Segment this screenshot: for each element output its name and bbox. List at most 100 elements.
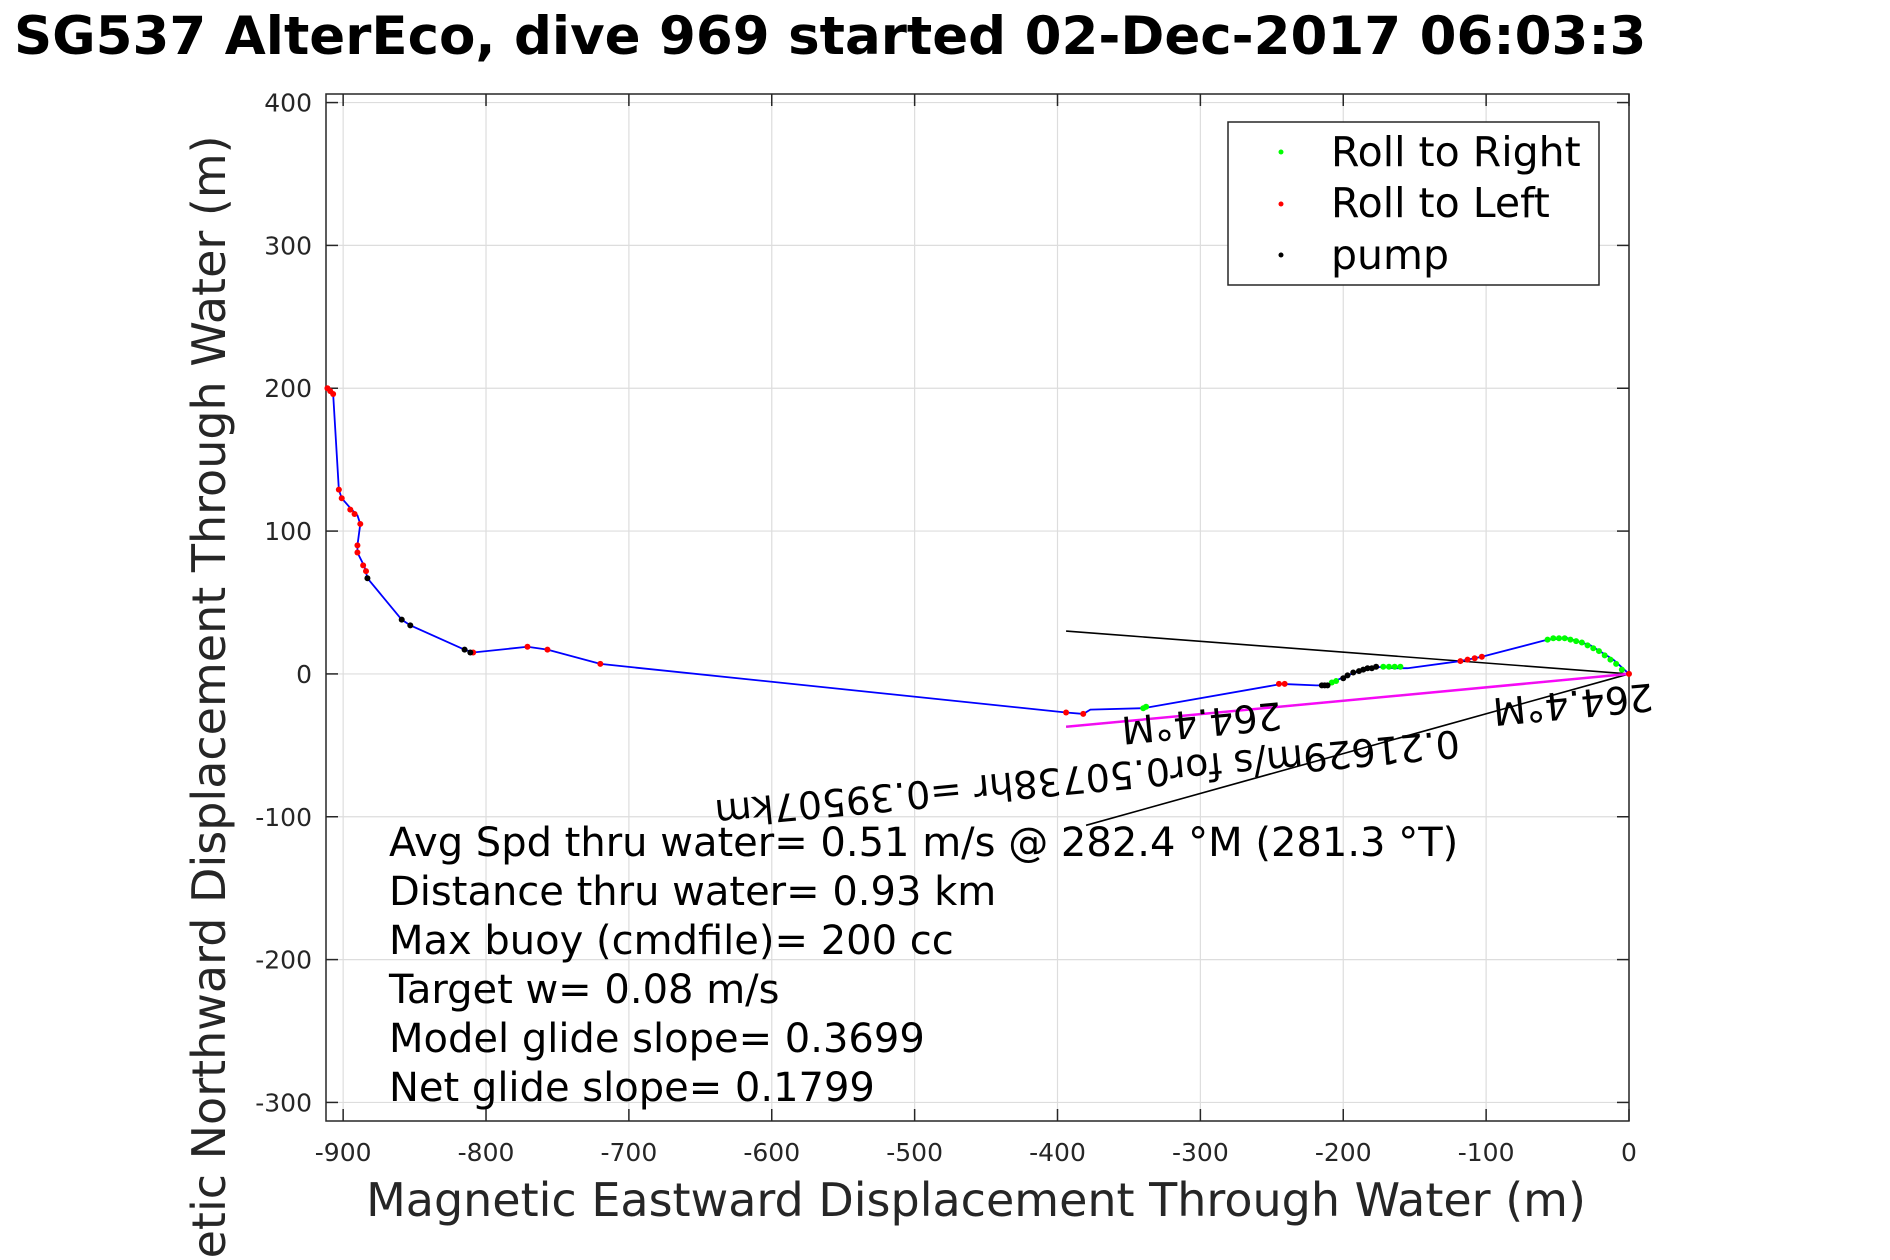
y-tick-label: 0 (296, 660, 312, 689)
roll-left-point (1063, 709, 1070, 716)
x-tick-label: 0 (1621, 1138, 1637, 1167)
roll-left-point (360, 562, 367, 569)
roll-right-point (1573, 638, 1580, 645)
roll-left-point (330, 390, 337, 397)
roll-right-point (1595, 648, 1602, 655)
chart-title: SG537 AlterEco, dive 969 started 02-Dec-… (14, 6, 1647, 67)
y-tick-label: 200 (264, 374, 312, 403)
roll-left-point (335, 486, 342, 493)
roll-left-point (347, 506, 354, 513)
roll-right-point (1584, 642, 1591, 649)
series-layer (324, 385, 1632, 827)
upper-heading-line (1066, 630, 1630, 675)
roll-right-point (1607, 656, 1614, 663)
annotation-line: Model glide slope= 0.3699 (389, 1016, 925, 1062)
roll-left-point (1471, 655, 1478, 662)
roll-left-point (351, 510, 358, 517)
pump-point (461, 646, 468, 653)
legend-label-roll-right: Roll to Right (1331, 128, 1581, 176)
y-tick-label: 300 (264, 231, 312, 260)
x-tick-label: -900 (315, 1138, 372, 1167)
lower-heading-line (1085, 673, 1630, 827)
trajectory-line (326, 387, 1630, 715)
pump-point (467, 649, 474, 656)
pump-point (407, 622, 414, 629)
annotation-line: Distance thru water= 0.93 km (389, 869, 996, 915)
roll-left-point (338, 495, 345, 502)
roll-left-point (1080, 710, 1087, 717)
pump-point (1340, 675, 1347, 682)
roll-right-point (1567, 636, 1574, 643)
roll-right-point (1544, 636, 1551, 643)
x-tick-label: -500 (886, 1138, 943, 1167)
roll-right-point (1613, 660, 1620, 667)
roll-right-point (1601, 652, 1608, 659)
roll-left-point (354, 542, 361, 549)
annotation-line: Target w= 0.08 m/s (388, 967, 779, 1013)
roll-left-point (1281, 680, 1288, 687)
pump-point (1364, 665, 1371, 672)
x-tick-label: -200 (1315, 1138, 1372, 1167)
annotation-text-block: Avg Spd thru water= 0.51 m/s @ 282.4 °M … (388, 820, 1458, 1111)
rotated-annotation: 0.21629m/s for0.50738hr =0.39507km (713, 721, 1462, 835)
x-tick-label: -300 (1172, 1138, 1229, 1167)
annotation-line: Net glide slope= 0.1799 (389, 1065, 875, 1111)
pump-point (1324, 682, 1331, 689)
roll-left-point (354, 549, 361, 556)
x-tick-label: -700 (601, 1138, 658, 1167)
legend-box (1227, 121, 1600, 286)
roll-right-point (1143, 703, 1150, 710)
roll-right-point (1590, 645, 1597, 652)
roll-right-point (1578, 639, 1585, 646)
plot-frame (325, 93, 1630, 1122)
legend-label-pump: pump (1331, 231, 1449, 279)
roll-right-point (1618, 666, 1625, 673)
roll-right-point (1555, 635, 1562, 642)
roll-left-point (1464, 656, 1471, 663)
current-line-dash (1066, 673, 1630, 728)
legend-marker-pump (1278, 252, 1284, 258)
roll-left-point (544, 646, 551, 653)
x-tick-labels: -900 -800 -700 -600 -500 -400 -300 -200 -100 0 (315, 1138, 1637, 1167)
roll-right-point (1380, 663, 1387, 670)
legend-label-roll-left: Roll to Left (1331, 179, 1550, 227)
roll-right-point (1397, 663, 1404, 670)
annotation-line: Max buoy (cmdfile)= 200 cc (389, 918, 954, 964)
roll-left-point (1275, 680, 1282, 687)
roll-right-point (1333, 678, 1340, 685)
roll-left-point (597, 660, 604, 667)
y-tick-label: 100 (264, 517, 312, 546)
y-tick-label: -200 (255, 946, 312, 975)
pump-point (1373, 663, 1380, 670)
roll-right-point (1561, 635, 1568, 642)
rotated-annotations: 0.21629m/s for0.50738hr =0.39507km264.4°… (713, 675, 1655, 836)
roll-right-point (1550, 635, 1557, 642)
y-axis-label: Magnetic Northward Displacement Through … (182, 135, 236, 1260)
x-tick-label: -100 (1458, 1138, 1515, 1167)
y-tick-labels: 400 300 200 100 0 -100 -200 -300 (255, 89, 312, 1118)
y-tick-label: -300 (255, 1088, 312, 1117)
roll-left-point (524, 643, 531, 650)
ticks (326, 94, 1630, 1121)
roll-left-point (363, 568, 370, 575)
y-tick-label: 400 (264, 89, 312, 118)
legend-marker-roll-left (1278, 201, 1284, 207)
roll-left-point (1478, 653, 1485, 660)
roll-right-point (1391, 663, 1398, 670)
x-axis-label: Magnetic Eastward Displacement Through W… (366, 1173, 1586, 1227)
pump-point (1344, 672, 1351, 679)
roll-left-point (357, 520, 364, 527)
pump-point (364, 575, 371, 582)
annotation-line: Avg Spd thru water= 0.51 m/s @ 282.4 °M … (389, 820, 1458, 866)
x-tick-label: -800 (458, 1138, 515, 1167)
roll-left-point (1457, 658, 1464, 665)
roll-right-point (1385, 663, 1392, 670)
pump-point (398, 616, 405, 623)
legend-marker-roll-right (1278, 149, 1284, 155)
pump-point (1350, 669, 1357, 676)
legend: Roll to Right Roll to Left pump (1227, 121, 1600, 286)
y-tick-label: -100 (255, 803, 312, 832)
x-tick-label: -600 (743, 1138, 800, 1167)
roll-left-point (1626, 670, 1632, 677)
